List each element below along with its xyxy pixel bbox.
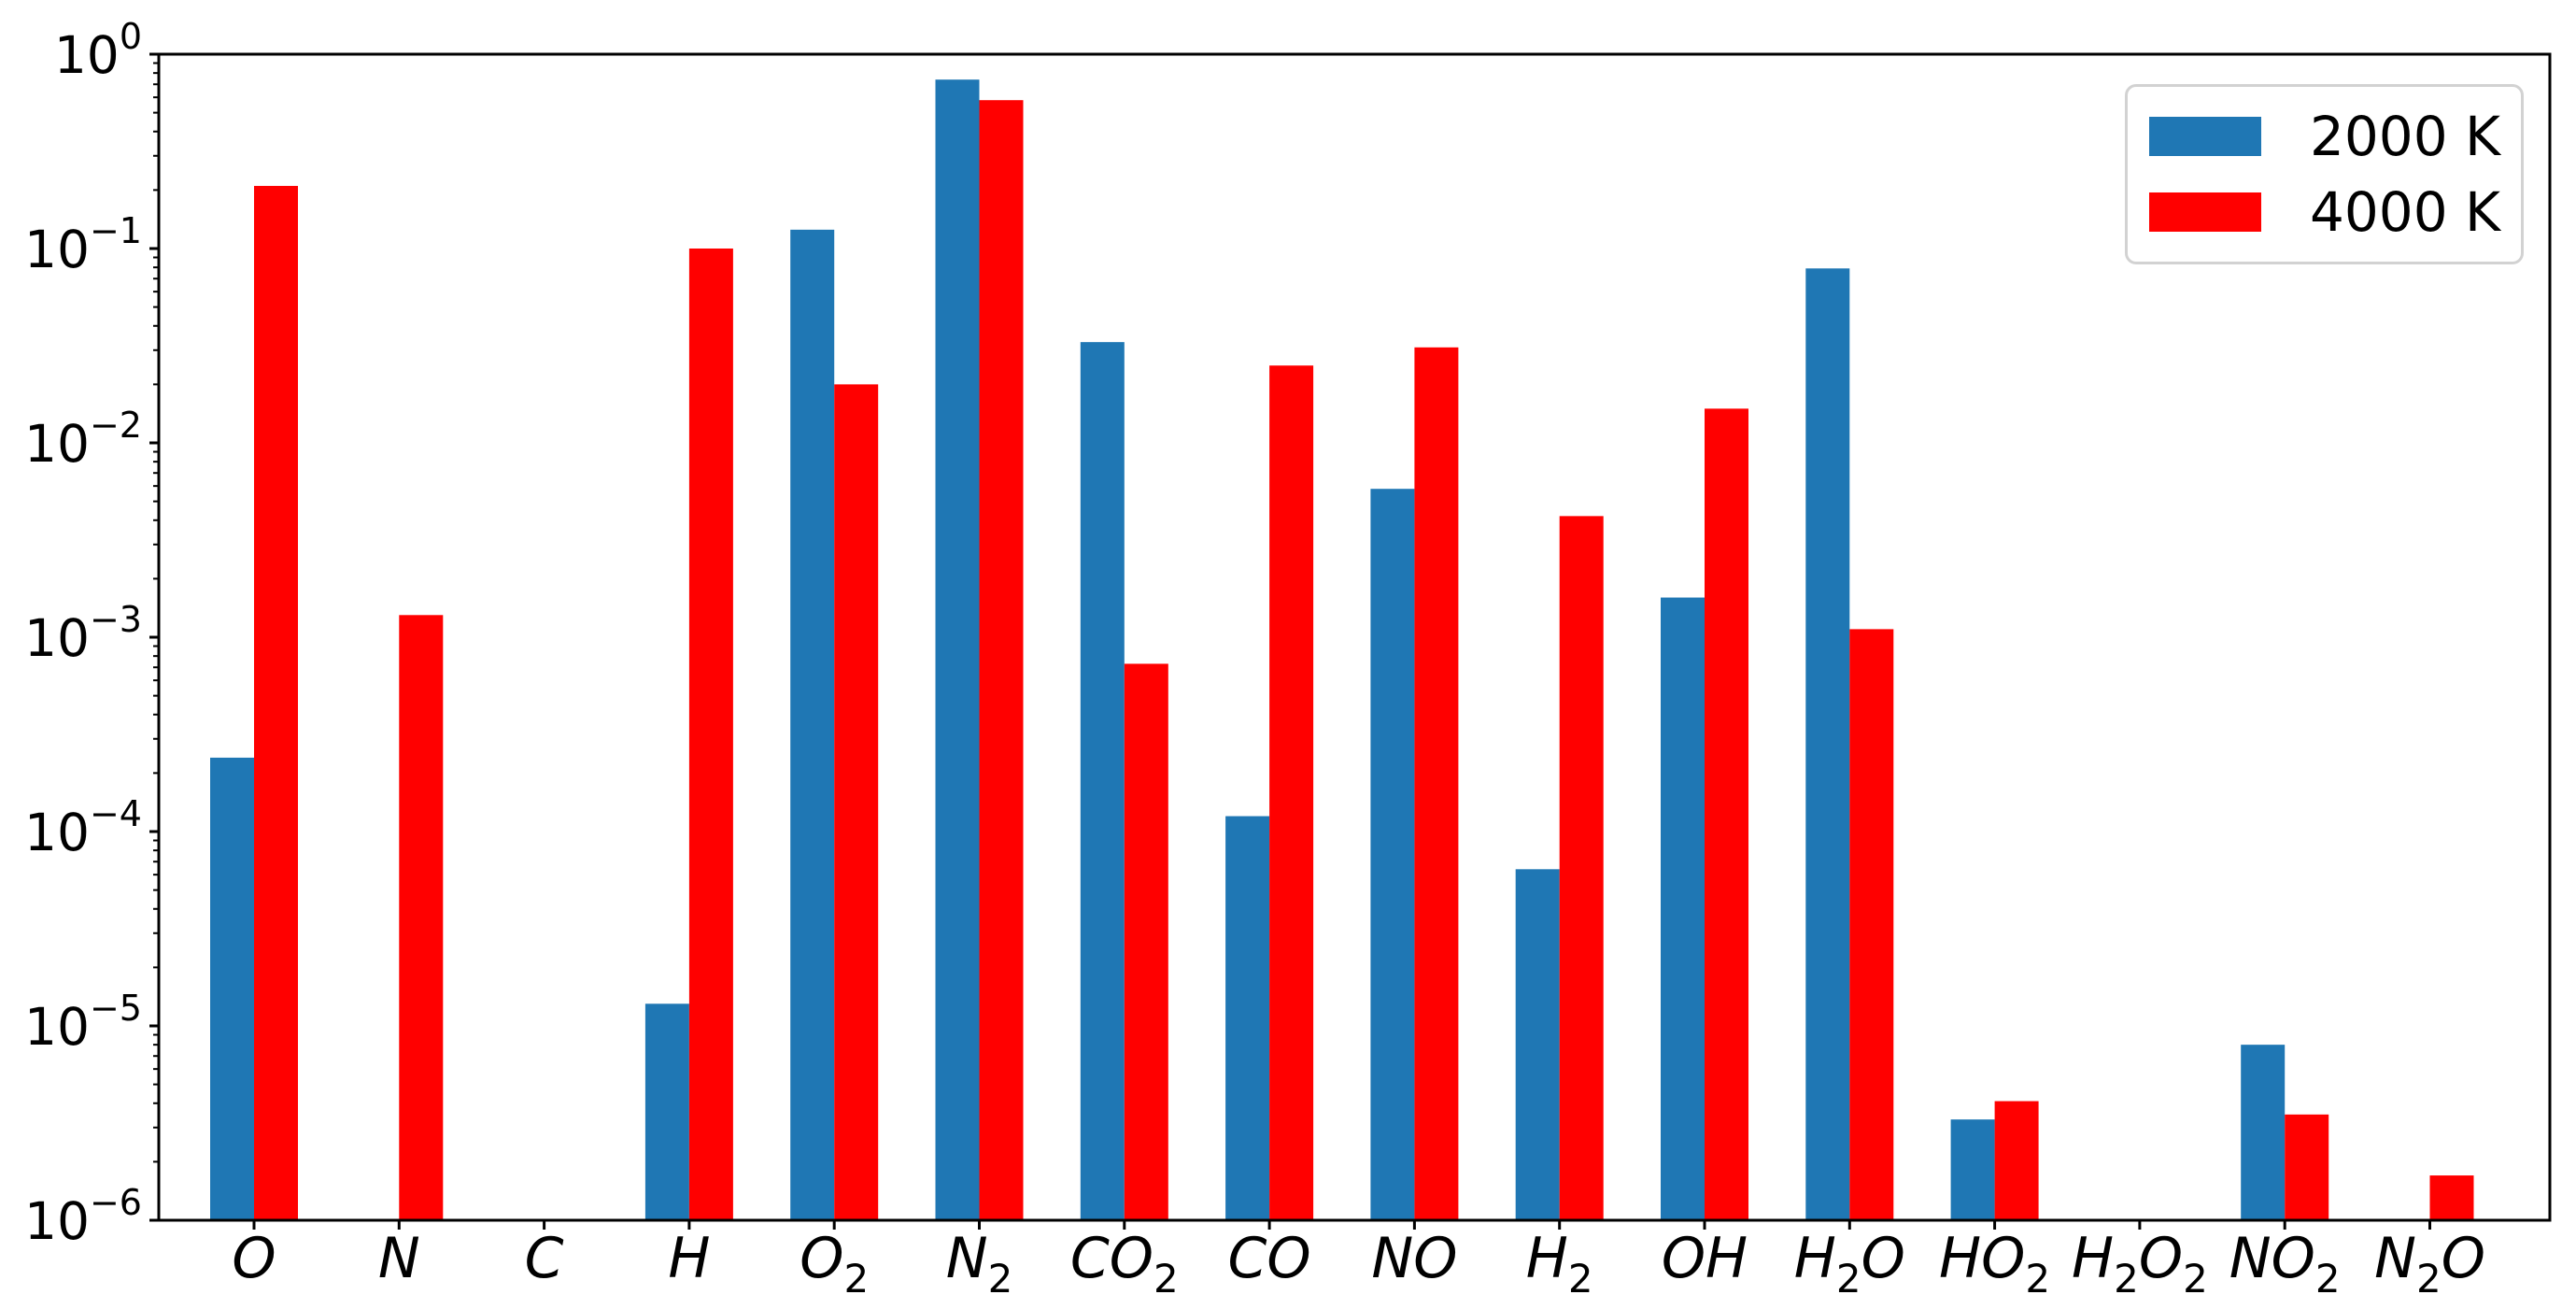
legend-item-4000k: 4000 K <box>2128 185 2521 239</box>
bar-4000k-O <box>254 185 298 1220</box>
legend-item-2000k: 2000 K <box>2128 109 2521 164</box>
bar-4000k-H2O <box>1849 629 1894 1220</box>
bar-2000k-O2 <box>790 229 835 1220</box>
bar-4000k-O2 <box>834 384 879 1221</box>
y-tick-label: 10−4 <box>24 793 142 862</box>
y-tick-label: 10−3 <box>24 599 142 668</box>
bar-4000k-HO2 <box>1994 1101 2039 1220</box>
x-tick-label-HO2: HO2 <box>1939 1226 2050 1302</box>
bar-2000k-CO <box>1225 816 1270 1220</box>
legend-swatch-2000k-icon <box>2149 116 2261 156</box>
x-tick-label-C: C <box>525 1226 564 1291</box>
bar-4000k-CO2 <box>1124 663 1168 1220</box>
bar-4000k-H <box>688 249 733 1220</box>
bar-2000k-O <box>210 757 254 1220</box>
bar-4000k-NO2 <box>2285 1114 2329 1220</box>
bar-2000k-OH <box>1661 597 1705 1220</box>
x-tick-label-NO2: NO2 <box>2229 1226 2341 1302</box>
bar-2000k-H2O <box>1805 268 1850 1220</box>
bar-2000k-HO2 <box>1950 1119 1995 1220</box>
x-tick-label-CO: CO <box>1228 1226 1311 1291</box>
legend: 2000 K 4000 K <box>2125 84 2524 264</box>
legend-label-2000k: 2000 K <box>2310 104 2501 168</box>
x-tick-label-CO2: CO2 <box>1070 1226 1179 1302</box>
bar-2000k-NO2 <box>2241 1045 2286 1220</box>
x-tick-label-H: H <box>668 1226 710 1291</box>
x-tick-label-O2: O2 <box>800 1226 869 1302</box>
bar-2000k-H <box>644 1003 689 1220</box>
bar-4000k-CO <box>1269 365 1314 1220</box>
legend-label-4000k: 4000 K <box>2310 180 2501 245</box>
y-tick-label: 10−5 <box>24 988 142 1057</box>
bar-2000k-NO <box>1370 489 1415 1220</box>
bar-2000k-H2 <box>1515 869 1560 1220</box>
x-tick-label-N2O: N2O <box>2374 1226 2485 1302</box>
bar-4000k-N2 <box>979 100 1024 1220</box>
bar-4000k-OH <box>1705 408 1748 1220</box>
x-tick-label-H2O: H2O <box>1794 1226 1905 1302</box>
bar-4000k-H2 <box>1559 516 1604 1220</box>
bar-4000k-N2O <box>2429 1175 2474 1220</box>
y-tick-label: 100 <box>54 16 142 85</box>
bar-4000k-N <box>399 615 444 1220</box>
y-tick-label: 10−2 <box>24 405 142 474</box>
x-tick-label-OH: OH <box>1662 1226 1748 1291</box>
bar-2000k-N2 <box>935 79 980 1220</box>
y-tick-label: 10−6 <box>24 1182 142 1251</box>
x-tick-label-H2: H2 <box>1526 1226 1593 1302</box>
x-tick-label-N: N <box>378 1226 420 1291</box>
legend-swatch-4000k-icon <box>2149 192 2261 233</box>
x-tick-label-N2: N2 <box>946 1226 1013 1302</box>
bar-4000k-NO <box>1414 347 1459 1220</box>
x-tick-label-O: O <box>232 1226 276 1291</box>
x-tick-label-H2O2: H2O2 <box>2072 1226 2208 1302</box>
bar-2000k-CO2 <box>1080 342 1125 1220</box>
y-tick-label: 10−1 <box>24 210 142 279</box>
x-tick-label-NO: NO <box>1371 1226 1457 1291</box>
